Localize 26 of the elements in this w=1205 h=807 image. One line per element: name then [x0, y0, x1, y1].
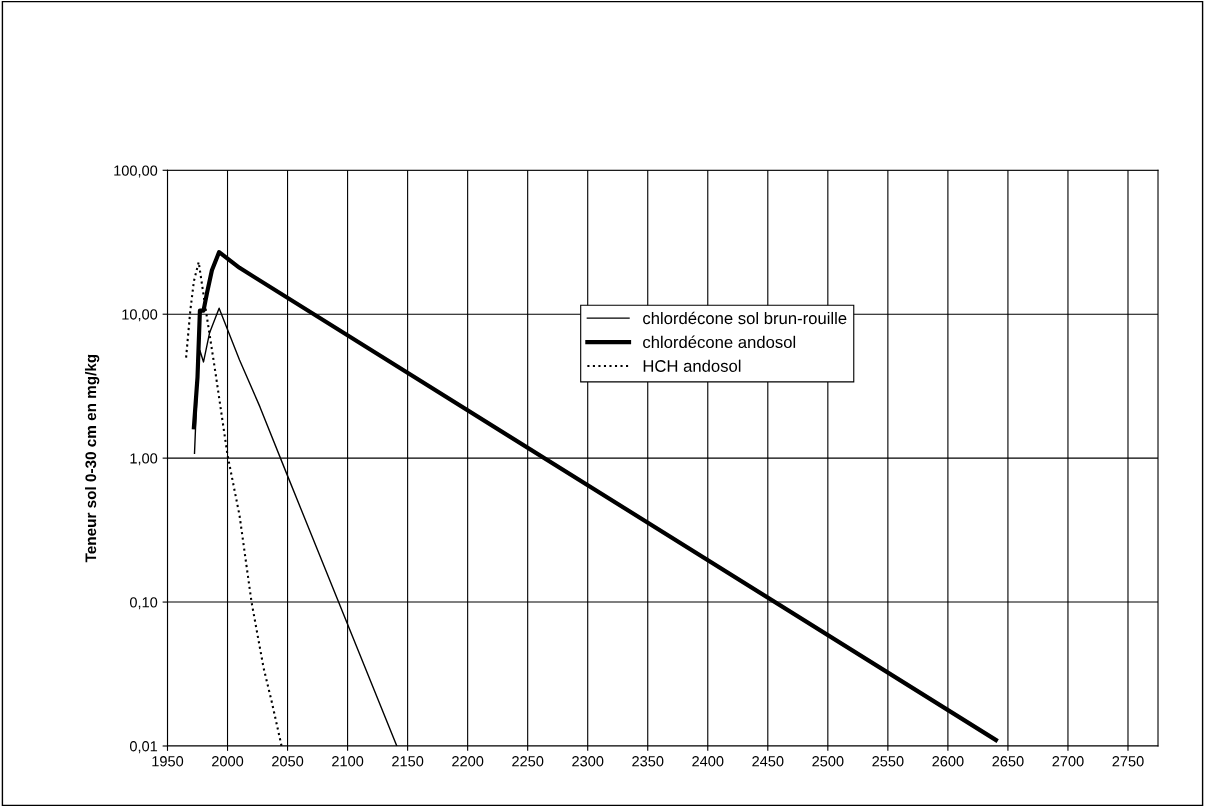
y-tick-label: 1,00: [130, 453, 158, 466]
x-tick-label: 2300: [572, 756, 604, 767]
y-tick-label: 10,00: [122, 309, 158, 322]
x-tick-label: 2450: [752, 756, 784, 767]
x-tick-label: 2400: [692, 756, 724, 767]
legend-label: HCH andosol: [643, 359, 741, 372]
legend-label: chlordécone andosol: [643, 335, 796, 349]
y-axis-title: Teneur sol 0-30 cm en mg/kg: [84, 354, 100, 563]
y-tick-label: 100,00: [114, 165, 158, 178]
y-tick-label: 0,01: [129, 741, 158, 754]
x-tick-label: 2550: [872, 756, 904, 767]
x-tick-label: 2650: [992, 756, 1024, 767]
x-tick-label: 2150: [392, 756, 424, 767]
x-tick-label: 2100: [332, 756, 364, 767]
x-tick-label: 2050: [272, 756, 304, 767]
x-tick-label: 2250: [512, 756, 544, 767]
x-tick-label: 1950: [152, 756, 184, 767]
x-tick-label: 2700: [1052, 756, 1084, 767]
legend-label: chlordécone sol brun-rouille: [643, 311, 847, 325]
y-tick-label: 0,10: [129, 597, 158, 610]
x-tick-label: 2600: [932, 756, 964, 767]
x-tick-label: 2750: [1112, 756, 1144, 767]
x-tick-label: 2000: [212, 756, 244, 767]
x-tick-label: 2200: [452, 756, 484, 767]
x-tick-label: 2350: [632, 756, 664, 767]
x-tick-label: 2500: [812, 756, 844, 767]
